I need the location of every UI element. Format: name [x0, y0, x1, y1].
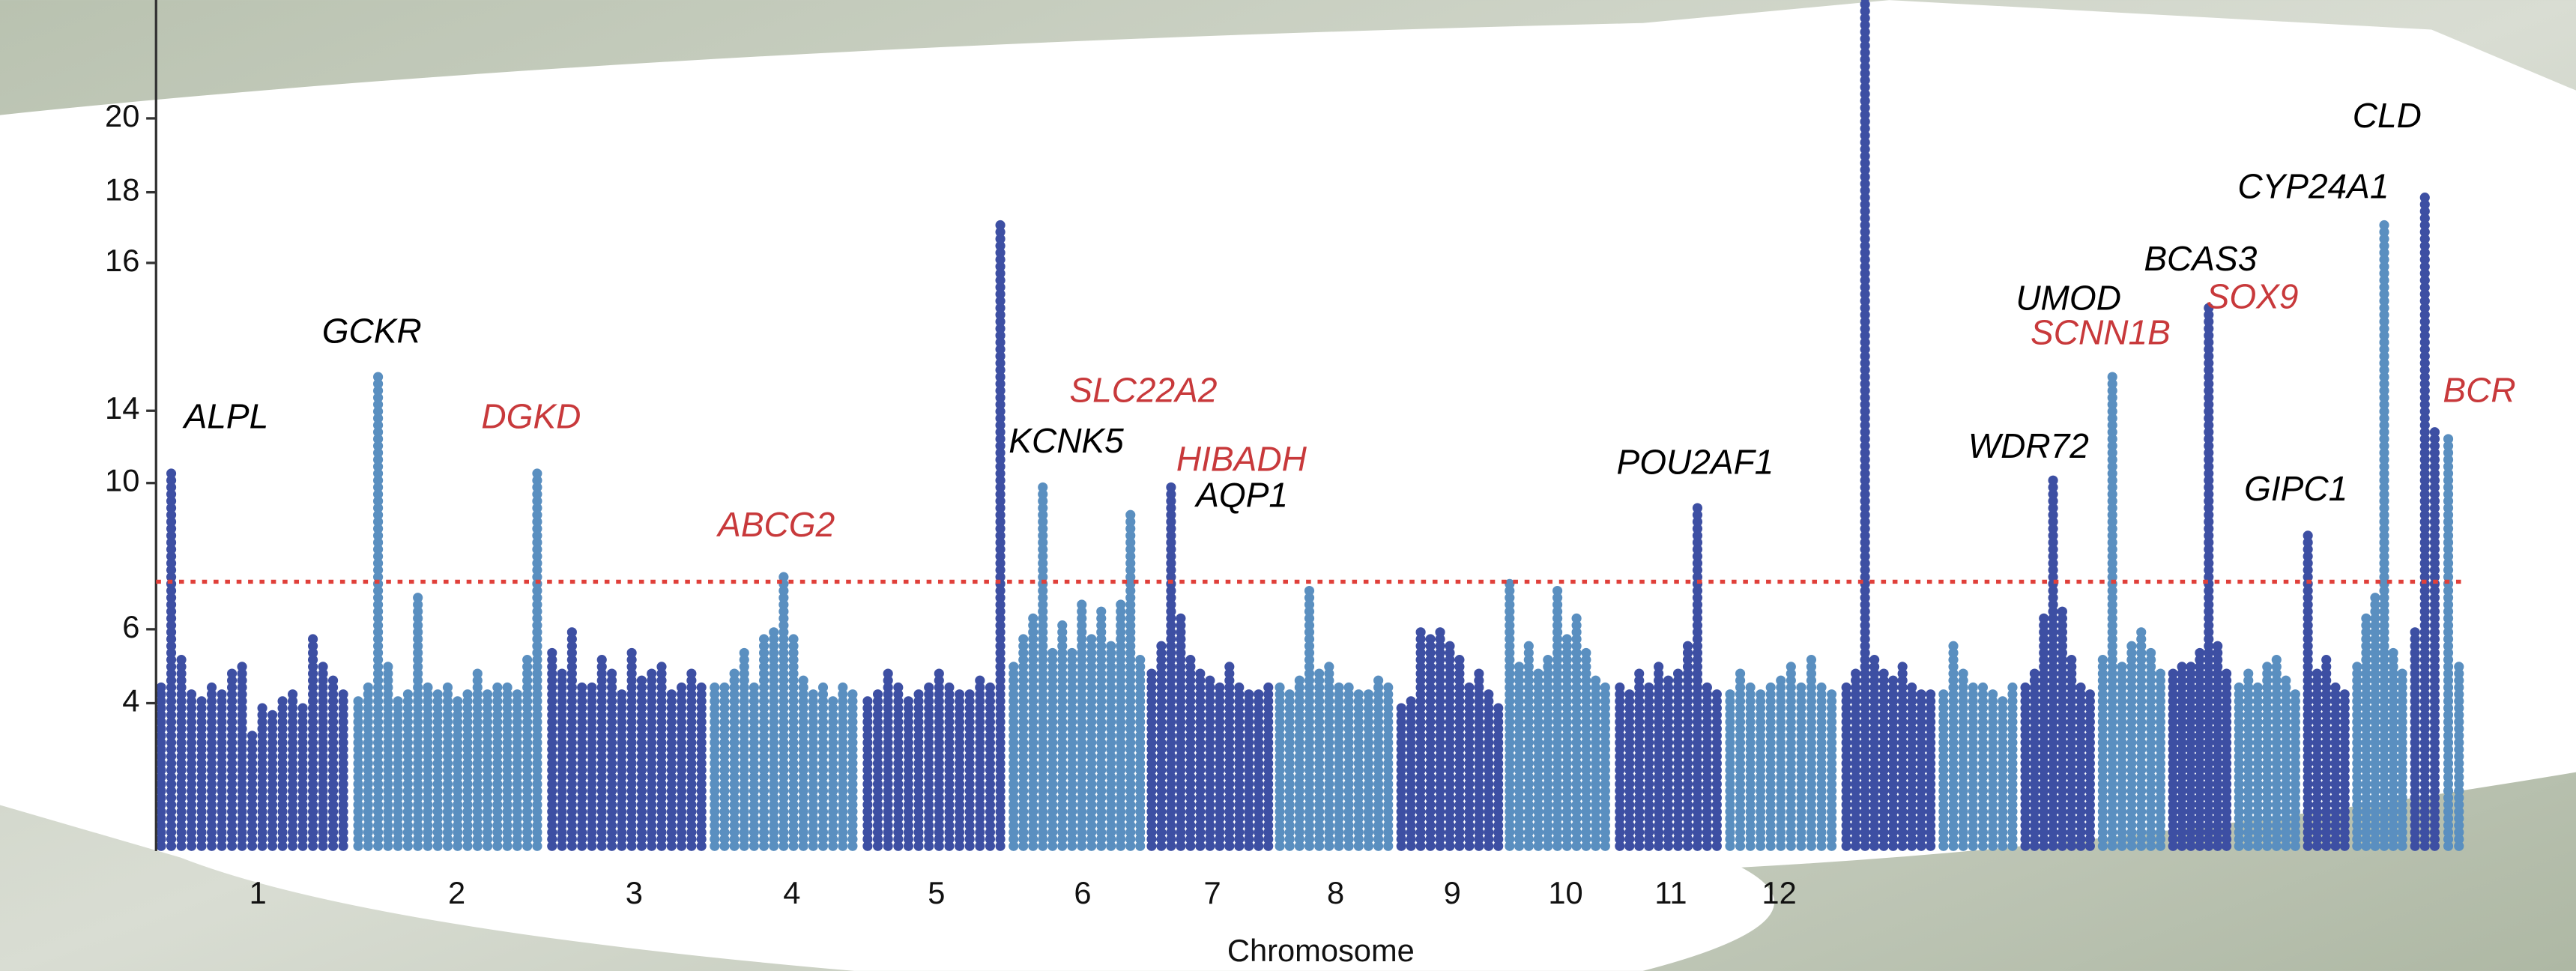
- gene-label: BCR: [2443, 370, 2515, 409]
- x-tick-label: 4: [783, 875, 800, 910]
- gene-label: KCNK5: [1009, 421, 1124, 460]
- gene-label: CLD: [2353, 96, 2422, 135]
- x-tick-label: 5: [928, 875, 945, 910]
- y-tick-label: 4: [122, 683, 139, 719]
- x-tick-label: 1: [250, 875, 267, 910]
- x-tick-label: 11: [1654, 875, 1687, 910]
- gene-label: POU2AF1: [1617, 443, 1774, 482]
- gene-label: GCKR: [322, 311, 422, 350]
- gene-label: SLC22A2: [1069, 370, 1217, 409]
- x-tick-label: 10: [1548, 875, 1582, 910]
- gene-label: GIPC1: [2244, 469, 2347, 508]
- gene-label: UMOD: [2016, 278, 2121, 317]
- y-tick-label: 16: [105, 243, 139, 278]
- y-tick-label: 20: [105, 98, 139, 133]
- gene-label: DGKD: [481, 396, 581, 435]
- x-tick-label: 2: [448, 875, 465, 910]
- x-tick-label: 3: [626, 875, 643, 910]
- y-tick-label: 18: [105, 172, 139, 208]
- y-tick-label: 14: [105, 390, 139, 426]
- gene-label: SCNN1B: [2031, 313, 2171, 352]
- x-tick-label: 8: [1327, 875, 1344, 910]
- gene-label: ALPL: [182, 396, 269, 435]
- x-axis-label: Chromosome: [1227, 933, 1415, 968]
- gene-label: BCAS3: [2144, 239, 2257, 278]
- x-tick-label: 9: [1444, 875, 1461, 910]
- gene-label: SOX9: [2207, 276, 2299, 315]
- y-tick-label: 6: [122, 609, 139, 644]
- gene-label: ABCG2: [716, 505, 835, 544]
- x-tick-label: 7: [1204, 875, 1221, 910]
- x-tick-label: 12: [1762, 875, 1796, 910]
- gene-label: WDR72: [1968, 426, 2089, 465]
- gene-label: AQP1: [1194, 476, 1288, 515]
- gene-label: HIBADH: [1176, 439, 1307, 478]
- gene-label: CYP24A1: [2237, 166, 2389, 205]
- y-tick-label: 10: [105, 463, 139, 498]
- x-tick-label: 6: [1074, 875, 1091, 910]
